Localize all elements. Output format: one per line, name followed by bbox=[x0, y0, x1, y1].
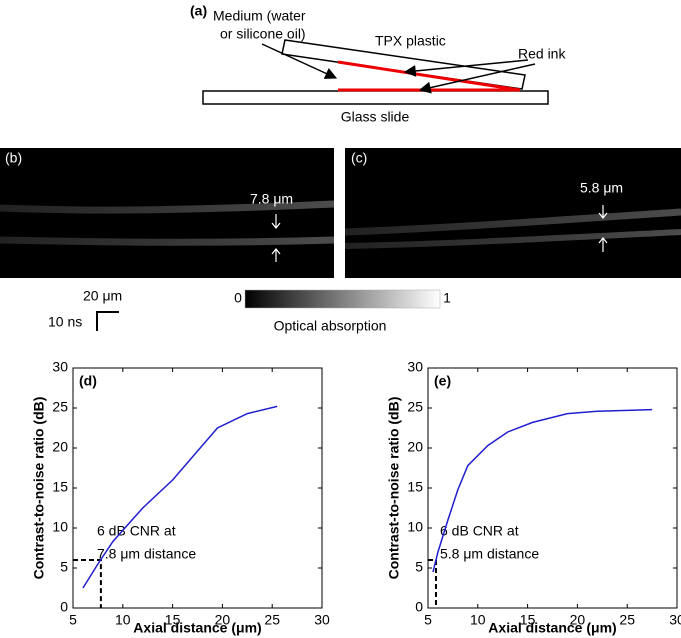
y-tick-label: 20 bbox=[52, 439, 68, 455]
y-tick-label: 30 bbox=[407, 359, 423, 375]
image-b: (b) 7.8 μm bbox=[0, 148, 335, 278]
panel-label: (d) bbox=[79, 373, 97, 389]
x-tick-label: 10 bbox=[470, 612, 486, 628]
x-axis-label: Axial distance (μm) bbox=[133, 620, 261, 636]
annotation: 7.8 μm distance bbox=[97, 546, 196, 562]
annotation: 5.8 μm distance bbox=[440, 546, 539, 562]
x-tick-label: 30 bbox=[314, 612, 330, 628]
annotation: 7.8 μm bbox=[250, 191, 293, 207]
arrows bbox=[271, 214, 281, 262]
y-tick-label: 0 bbox=[60, 599, 68, 615]
y-tick-label: 25 bbox=[52, 399, 68, 415]
panel-label: (e) bbox=[434, 373, 451, 389]
arrow bbox=[403, 59, 529, 77]
colorbar-tick: 0 bbox=[234, 290, 242, 306]
panel-label: (a) bbox=[190, 3, 207, 19]
x-tick-label: 20 bbox=[215, 612, 231, 628]
y-tick-label: 5 bbox=[415, 559, 423, 575]
series-line bbox=[82, 405, 278, 589]
glass-slide bbox=[202, 90, 549, 105]
tpx-plastic bbox=[281, 39, 526, 90]
red-ink bbox=[337, 60, 521, 92]
colorbar-label: Optical absorption bbox=[274, 318, 387, 334]
image-c: (c) 5.8 μm bbox=[344, 148, 681, 278]
arrow bbox=[261, 43, 338, 79]
plastic-label: TPX plastic bbox=[375, 33, 446, 49]
series-line bbox=[432, 408, 653, 573]
y-tick-label: 10 bbox=[407, 519, 423, 535]
y-tick-label: 0 bbox=[415, 599, 423, 615]
y-axis-label: Contrast-to-noise ratio (dB) bbox=[31, 397, 47, 580]
plot-frame bbox=[72, 367, 323, 609]
scale-bar bbox=[96, 311, 119, 331]
scale-label: 20 μm bbox=[83, 288, 122, 304]
slide-label: Glass slide bbox=[341, 109, 410, 125]
colorbar bbox=[244, 289, 441, 309]
panel-label: (c) bbox=[351, 150, 367, 166]
x-tick-label: 10 bbox=[115, 612, 131, 628]
ink-label: Red ink bbox=[518, 46, 566, 62]
signal bbox=[344, 208, 681, 236]
y-tick-label: 15 bbox=[407, 479, 423, 495]
x-tick-label: 15 bbox=[165, 612, 181, 628]
x-tick-label: 25 bbox=[264, 612, 280, 628]
y-tick-label: 30 bbox=[52, 359, 68, 375]
signal bbox=[344, 229, 681, 249]
medium-label: or silicone oil) bbox=[220, 26, 306, 42]
panel-label: (b) bbox=[5, 150, 22, 166]
x-tick-label: 30 bbox=[669, 612, 681, 628]
x-tick-label: 5 bbox=[424, 612, 432, 628]
medium-label: Medium (water bbox=[213, 8, 306, 24]
x-tick-label: 25 bbox=[619, 612, 635, 628]
arrows bbox=[598, 205, 608, 252]
arrow bbox=[418, 63, 536, 94]
x-tick-label: 20 bbox=[570, 612, 586, 628]
guide-line bbox=[428, 559, 437, 608]
y-tick-label: 20 bbox=[407, 439, 423, 455]
y-tick-label: 5 bbox=[60, 559, 68, 575]
colorbar-tick: 1 bbox=[443, 290, 451, 306]
annotation: 6 dB CNR at bbox=[97, 523, 176, 539]
scale-label: 10 ns bbox=[48, 314, 82, 330]
plot-frame bbox=[427, 367, 678, 609]
annotation: 6 dB CNR at bbox=[440, 523, 519, 539]
signal bbox=[0, 236, 335, 246]
signal bbox=[0, 200, 335, 214]
y-axis-label: Contrast-to-noise ratio (dB) bbox=[386, 397, 402, 580]
x-tick-label: 5 bbox=[69, 612, 77, 628]
x-axis-label: Axial distance (μm) bbox=[488, 620, 616, 636]
x-tick-label: 15 bbox=[520, 612, 536, 628]
diagram: (a) Medium (water or silicone oil) TPX p… bbox=[190, 3, 566, 125]
annotation: 5.8 μm bbox=[580, 180, 623, 196]
y-tick-label: 15 bbox=[52, 479, 68, 495]
y-tick-label: 25 bbox=[407, 399, 423, 415]
y-tick-label: 10 bbox=[52, 519, 68, 535]
